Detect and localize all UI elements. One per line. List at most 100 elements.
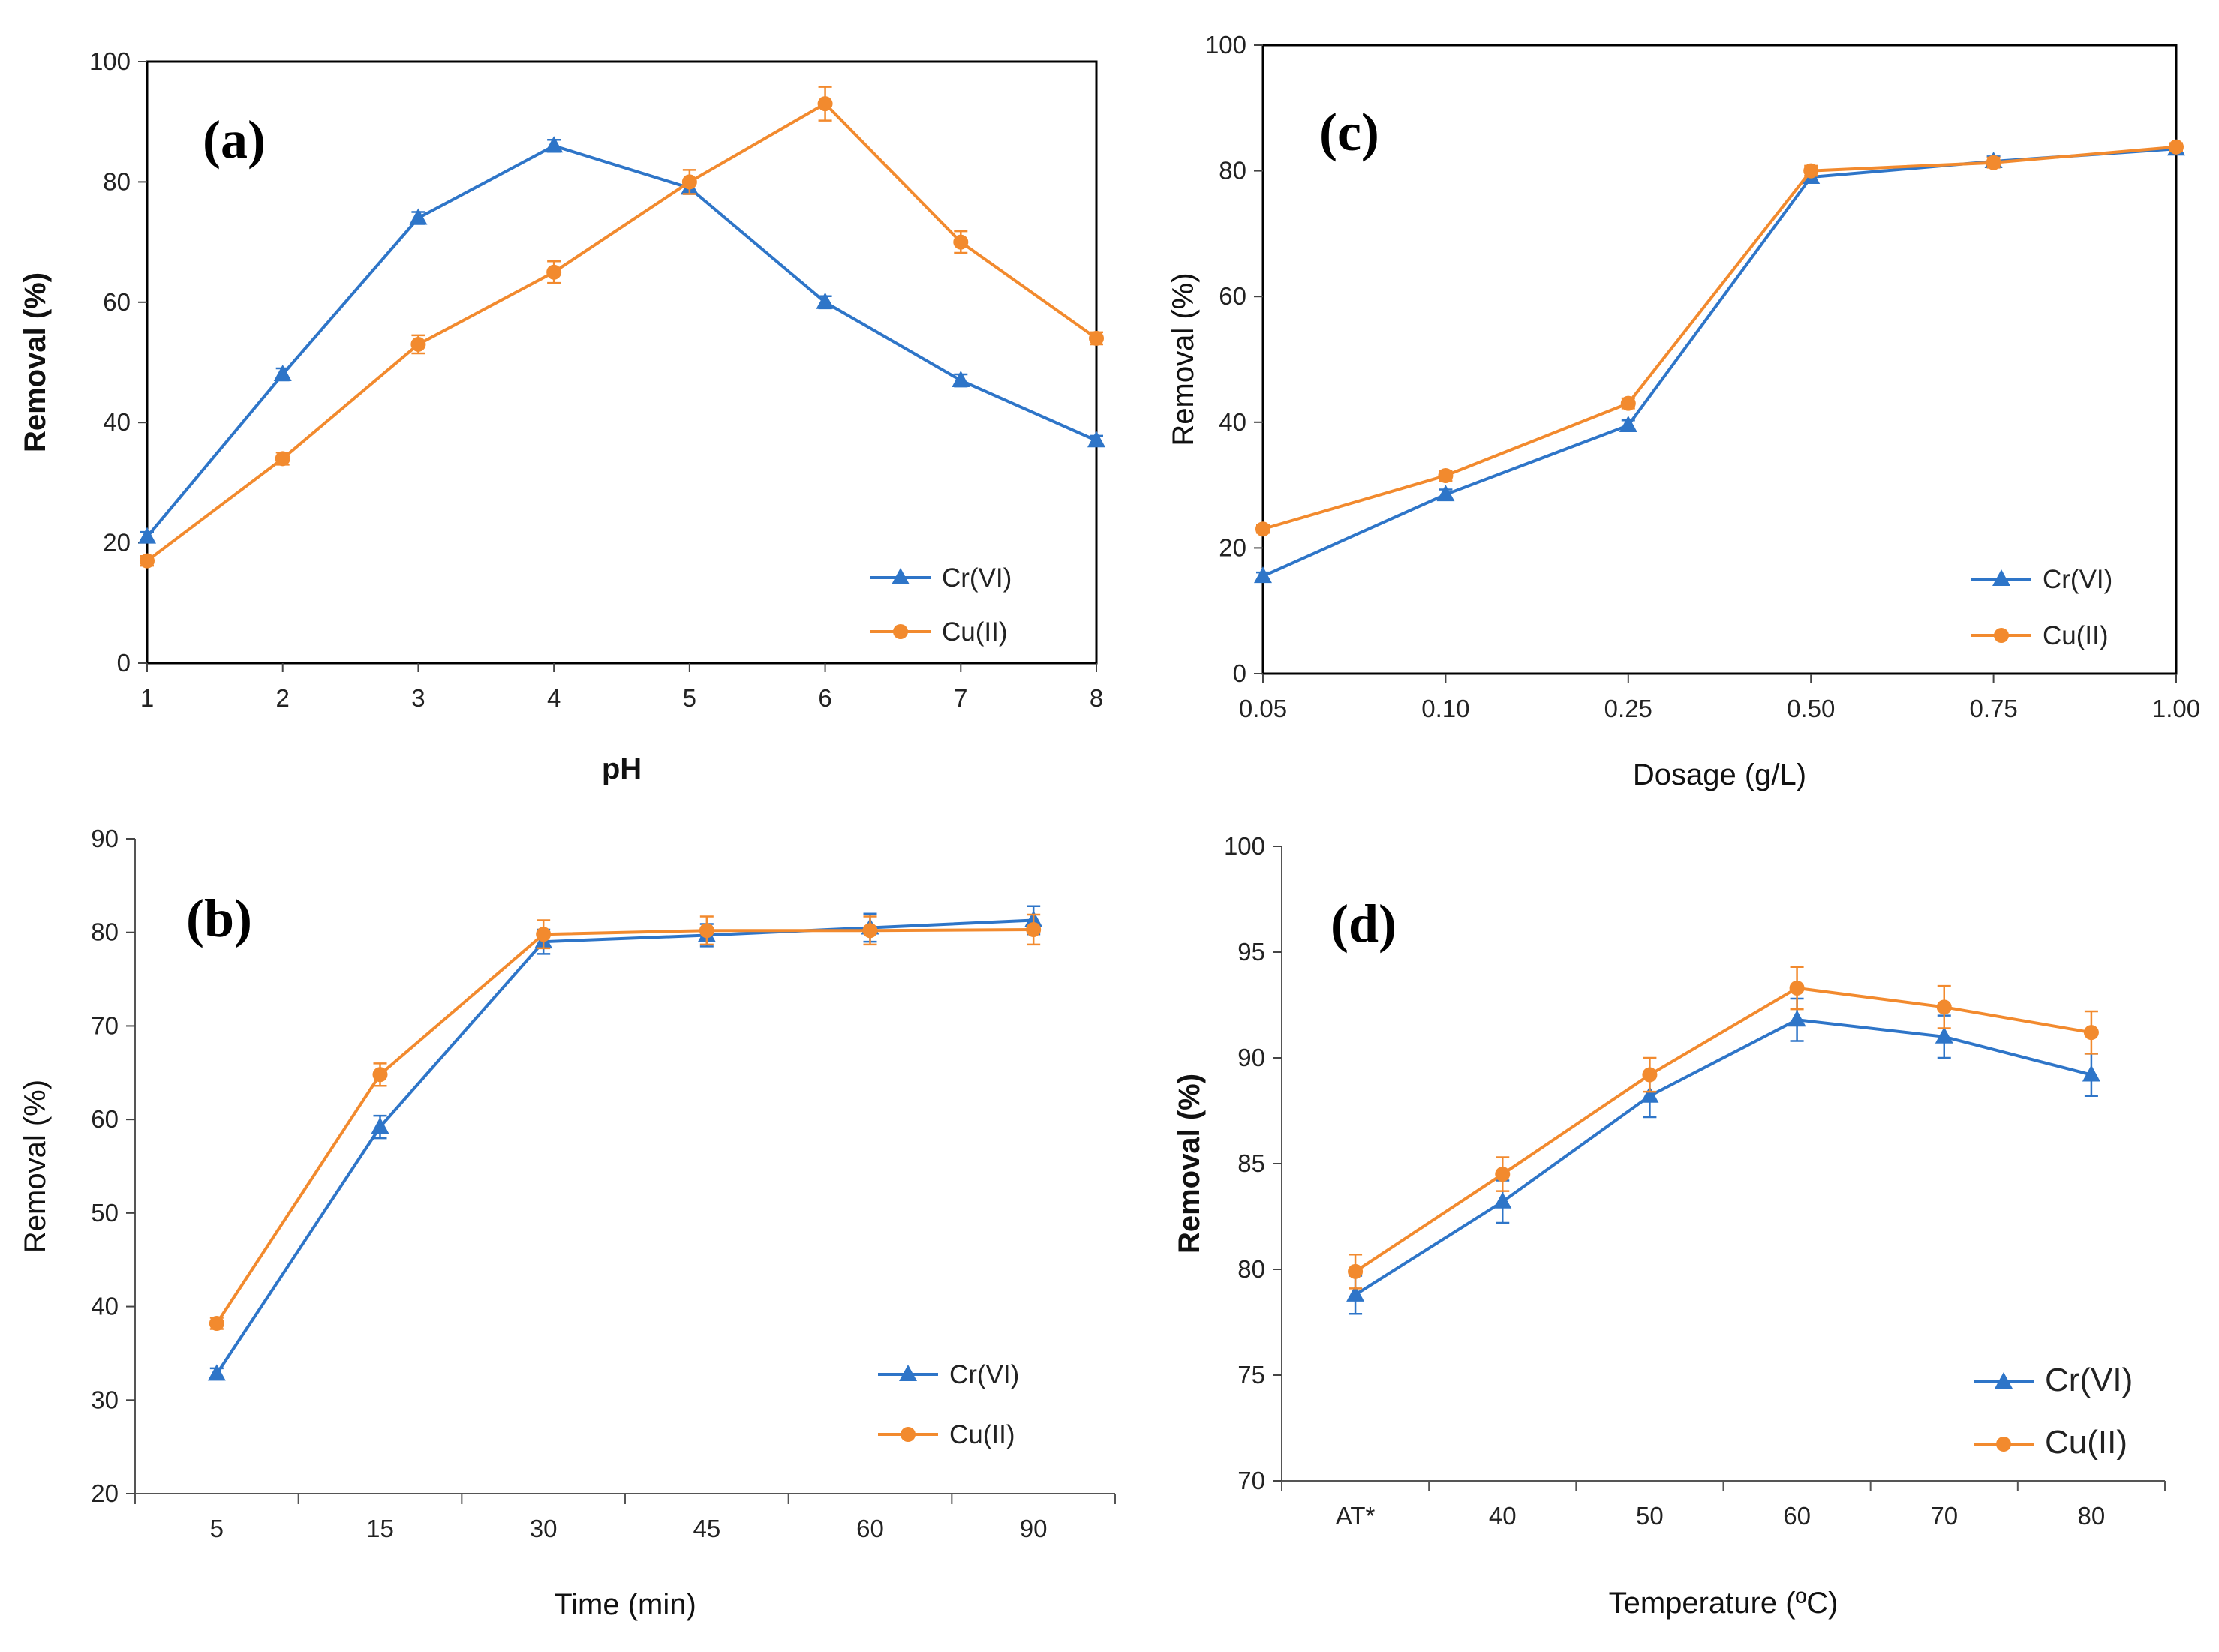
y-axis-title: Removal (%)	[1167, 272, 1200, 446]
y-tick-label: 0	[117, 649, 131, 677]
data-point-cr	[1619, 415, 1637, 432]
x-tick-label: 8	[1090, 684, 1103, 712]
y-tick-label: 70	[91, 1011, 119, 1039]
series-line-Cu(II)	[1354, 986, 2092, 1273]
series-line-Cu(II)	[146, 101, 1098, 563]
data-point-cr	[1935, 1026, 1953, 1044]
y-tick-label: 80	[1237, 1255, 1265, 1283]
x-tick-label: 0.10	[1421, 695, 1469, 722]
panel-label: (d)	[1330, 894, 1397, 954]
legend-marker-cr	[892, 568, 910, 584]
data-point-cu	[410, 336, 426, 352]
data-point-cu	[953, 234, 969, 250]
data-point-cr	[1788, 1010, 1806, 1027]
data-point-cu	[1438, 468, 1454, 484]
legend-marker-cr	[1992, 569, 2010, 586]
x-tick-label: 15	[366, 1515, 394, 1542]
data-point-cr	[2082, 1065, 2100, 1082]
x-tick-label: 5	[210, 1515, 224, 1542]
data-point-cr	[1436, 485, 1455, 502]
y-tick-label: 95	[1237, 938, 1265, 966]
x-tick-label: 0.75	[1969, 695, 2017, 722]
legend-marker-cu	[901, 1427, 916, 1442]
legend-label: Cr(VI)	[949, 1360, 1019, 1389]
y-tick-label: 75	[1237, 1361, 1265, 1389]
y-tick-label: 80	[1219, 157, 1246, 185]
x-tick-label: 90	[1020, 1515, 1048, 1542]
data-point-cu	[275, 451, 290, 467]
x-tick-label: 1.00	[2152, 695, 2200, 722]
legend-marker-cu	[1994, 628, 2009, 643]
data-point-cu	[817, 96, 833, 112]
y-axis-title: Removal (%)	[19, 272, 52, 452]
chart-panel-c: 0 20 40 60 80 100 0.05 0.10 0.25 0.50 0.75 1.00 Remo…	[1167, 31, 2200, 791]
y-tick-label: 70	[1237, 1467, 1265, 1494]
x-tick-label: 50	[1636, 1502, 1664, 1530]
y-tick-label: 100	[1205, 31, 1246, 59]
panel-label: (c)	[1319, 102, 1379, 162]
plot-frame	[146, 60, 1098, 665]
data-point-cr	[1087, 431, 1105, 448]
y-tick-label: 30	[91, 1386, 119, 1413]
chart-panel-d: 70 75 80 85 90 95 100 AT* 40 50 60 70 80 Removal (%) T…	[1173, 832, 2166, 1620]
data-point-cu	[1986, 155, 2001, 170]
panel-label: (b)	[186, 888, 252, 948]
legend-label: Cu(II)	[949, 1420, 1015, 1449]
data-point-cr	[1346, 1284, 1365, 1302]
data-point-cu	[2169, 139, 2184, 155]
data-point-cu	[372, 1067, 388, 1083]
y-tick-label: 100	[89, 47, 131, 75]
x-tick-label: 80	[2078, 1502, 2106, 1530]
y-tick-label: 40	[91, 1293, 119, 1320]
data-point-cr	[952, 371, 970, 388]
y-tick-label: 40	[103, 408, 131, 436]
chart-panel-b: 20 30 40 50 60 70 80 90 5 15 30 45 60 90 Removal (%) Ti…	[19, 824, 1116, 1621]
data-point-cu	[546, 264, 562, 280]
y-tick-label: 40	[1219, 408, 1246, 436]
x-tick-label: 40	[1489, 1502, 1517, 1530]
x-tick-label: 70	[1930, 1502, 1958, 1530]
x-tick-label: 2	[276, 684, 290, 712]
y-axis-title: Removal (%)	[1173, 1074, 1206, 1254]
data-point-cu	[1620, 395, 1636, 411]
x-axis-title: Temperature (ºC)	[1609, 1587, 1839, 1620]
x-tick-label: AT*	[1336, 1502, 1376, 1530]
chart-panel-a: 0 20 40 60 80 100 1 2 3 4 5 6 7 8 Removal (%) pH (a) Cr(V…	[19, 47, 1105, 785]
x-tick-label: 0.05	[1239, 695, 1287, 722]
data-point-cu	[862, 923, 878, 939]
data-point-cr	[1254, 566, 1272, 584]
legend-marker-cr	[899, 1365, 917, 1381]
y-tick-label: 80	[91, 918, 119, 946]
data-point-cu	[1089, 330, 1104, 346]
x-tick-label: 1	[140, 684, 154, 712]
data-point-cr	[816, 292, 834, 309]
data-point-cr	[1640, 1086, 1659, 1103]
x-tick-label: 3	[411, 684, 425, 712]
legend-label: Cu(II)	[2045, 1424, 2127, 1461]
x-tick-label: 0.50	[1787, 695, 1835, 722]
legend-marker-cu	[1996, 1437, 2011, 1452]
legend-label: Cr(VI)	[942, 563, 1012, 593]
data-point-cr	[207, 1364, 226, 1381]
x-axis-title: Dosage (g/L)	[1633, 758, 1806, 791]
y-axis-title: Removal (%)	[19, 1080, 52, 1253]
data-point-cr	[371, 1117, 389, 1134]
y-tick-label: 85	[1237, 1149, 1265, 1177]
plot-frame	[1261, 44, 2178, 675]
data-point-cu	[1255, 521, 1270, 537]
legend-label: Cr(VI)	[2045, 1362, 2133, 1398]
data-point-cu	[2083, 1025, 2099, 1041]
y-tick-label: 20	[1219, 533, 1246, 561]
series-line-Cr(VI)	[1355, 1018, 2092, 1296]
data-point-cu	[536, 927, 552, 942]
x-tick-label: 4	[547, 684, 561, 712]
legend-marker-cr	[1995, 1372, 2013, 1389]
data-point-cu	[681, 174, 697, 190]
y-tick-label: 50	[91, 1199, 119, 1227]
x-tick-label: 60	[856, 1515, 884, 1542]
x-tick-label: 5	[683, 684, 696, 712]
x-tick-label: 45	[693, 1515, 720, 1542]
x-tick-label: 30	[530, 1515, 558, 1542]
x-axis-title: Time (min)	[554, 1588, 696, 1621]
